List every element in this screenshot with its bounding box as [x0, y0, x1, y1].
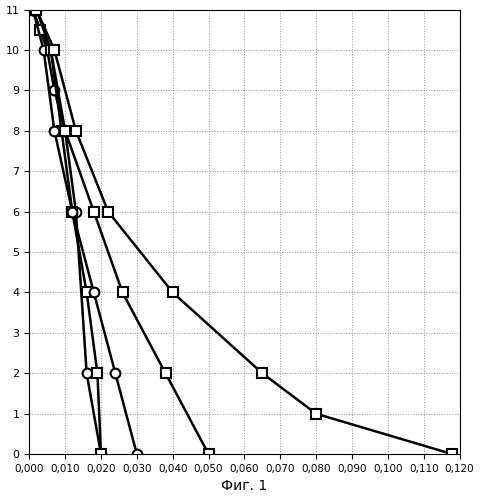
X-axis label: Фиг. 1: Фиг. 1 — [221, 480, 267, 494]
